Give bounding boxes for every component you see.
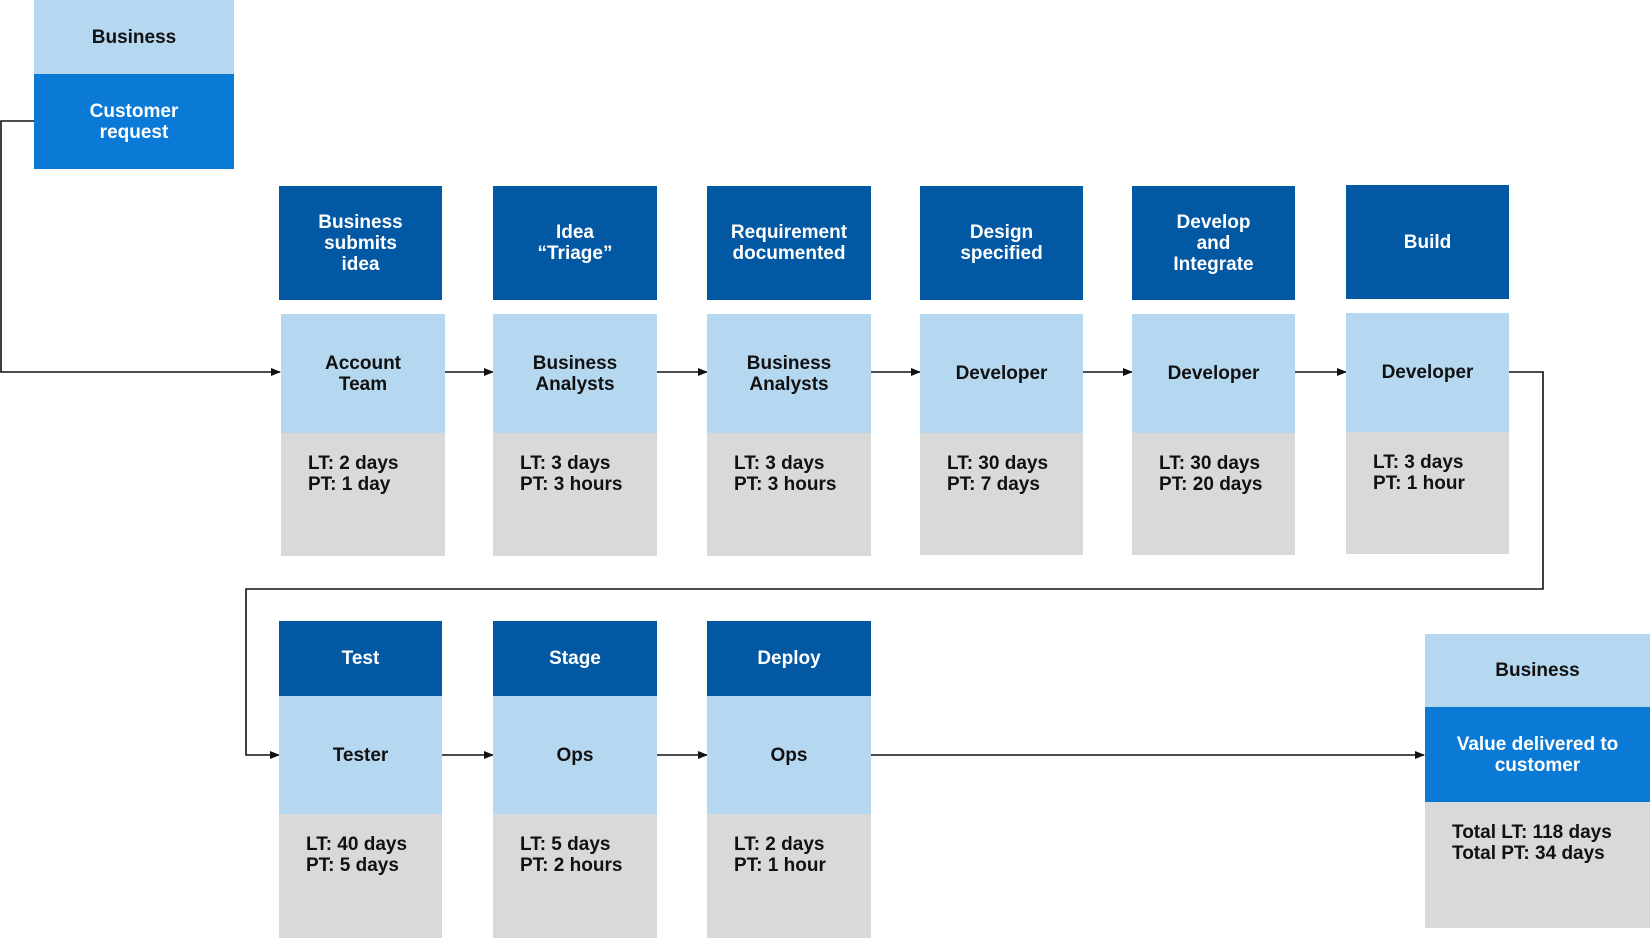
step-process-time: PT: 1 hour <box>1373 473 1465 494</box>
step-process-time: PT: 2 hours <box>520 855 623 876</box>
end-actor-label: Business <box>1495 660 1580 681</box>
step-4-title: Design specified <box>920 186 1083 300</box>
step-5-metrics: LT: 30 days PT: 20 days <box>1132 433 1295 555</box>
step-title-label: Test <box>341 648 380 669</box>
step-title-label: Design specified <box>960 222 1043 264</box>
step-6-metrics: LT: 3 days PT: 1 hour <box>1346 432 1509 554</box>
step-role-label: Business Analysts <box>746 352 832 395</box>
step-lead-time: LT: 3 days <box>520 453 611 474</box>
step-process-time: PT: 7 days <box>947 474 1040 495</box>
step-lead-time: LT: 2 days <box>734 834 825 855</box>
step-role-label: Ops <box>770 744 808 766</box>
start-actor-label: Business <box>91 26 177 48</box>
step-role-label: Developer <box>1167 363 1260 384</box>
step-process-time: PT: 3 hours <box>734 474 837 495</box>
step-lead-time: LT: 3 days <box>1373 452 1464 473</box>
step-title-label: Idea “Triage” <box>537 222 613 264</box>
step-7-metrics: LT: 40 days PT: 5 days <box>279 814 442 938</box>
step-2-role: Business Analysts <box>493 314 657 433</box>
step-6-role: Developer <box>1346 313 1509 432</box>
step-process-time: PT: 5 days <box>306 855 399 876</box>
step-2-metrics: LT: 3 days PT: 3 hours <box>493 433 657 556</box>
step-role-label: Tester <box>332 744 389 766</box>
step-2-title: Idea “Triage” <box>493 186 657 300</box>
step-5-role: Developer <box>1132 314 1295 433</box>
end-event: Value delivered to customer <box>1425 707 1650 802</box>
step-process-time: PT: 20 days <box>1159 474 1263 495</box>
step-9-title: Deploy <box>707 621 871 696</box>
step-1-role: Account Team <box>281 314 445 433</box>
total-lead-time: Total LT: 118 days <box>1452 822 1612 843</box>
step-role-label: Business Analysts <box>532 352 618 395</box>
step-title-label: Requirement documented <box>730 222 848 264</box>
total-process-time: Total PT: 34 days <box>1452 843 1605 864</box>
step-role-label: Account Team <box>325 352 401 395</box>
start-event-label: Customer request <box>89 100 179 143</box>
step-process-time: PT: 1 day <box>308 474 391 495</box>
step-title-label: Build <box>1403 231 1452 253</box>
step-7-title: Test <box>279 621 442 696</box>
connector-step-6-to-7 <box>245 371 1544 759</box>
step-title-label: Develop and Integrate <box>1173 211 1254 275</box>
step-process-time: PT: 1 hour <box>734 855 826 876</box>
step-6-title: Build <box>1346 185 1509 299</box>
step-8-metrics: LT: 5 days PT: 2 hours <box>493 814 657 938</box>
step-lead-time: LT: 5 days <box>520 834 611 855</box>
step-9-metrics: LT: 2 days PT: 1 hour <box>707 814 871 938</box>
connector-start-to-step-1 <box>0 120 281 376</box>
end-actor: Business <box>1425 634 1650 707</box>
step-8-title: Stage <box>493 621 657 696</box>
step-4-metrics: LT: 30 days PT: 7 days <box>920 433 1083 555</box>
step-title-label: Deploy <box>757 648 821 669</box>
end-totals: Total LT: 118 days Total PT: 34 days <box>1425 802 1650 928</box>
step-role-label: Developer <box>1381 362 1474 383</box>
step-3-metrics: LT: 3 days PT: 3 hours <box>707 433 871 556</box>
end-event-label: Value delivered to customer <box>1456 733 1619 776</box>
step-title-label: Stage <box>549 648 601 669</box>
step-lead-time: LT: 40 days <box>306 834 408 855</box>
start-actor: Business <box>34 0 234 74</box>
step-3-role: Business Analysts <box>707 314 871 433</box>
step-lead-time: LT: 30 days <box>1159 453 1261 474</box>
step-lead-time: LT: 3 days <box>734 453 825 474</box>
step-role-label: Developer <box>955 363 1048 384</box>
step-role-label: Ops <box>556 744 594 766</box>
step-4-role: Developer <box>920 314 1083 433</box>
step-7-role: Tester <box>279 696 442 814</box>
step-lead-time: LT: 30 days <box>947 453 1049 474</box>
step-1-metrics: LT: 2 days PT: 1 day <box>281 433 445 556</box>
start-event: Customer request <box>34 74 234 169</box>
step-9-role: Ops <box>707 696 871 814</box>
step-lead-time: LT: 2 days <box>308 453 399 474</box>
step-8-role: Ops <box>493 696 657 814</box>
step-1-title: Business submits idea <box>279 186 442 300</box>
step-process-time: PT: 3 hours <box>520 474 623 495</box>
step-3-title: Requirement documented <box>707 186 871 300</box>
step-5-title: Develop and Integrate <box>1132 186 1295 300</box>
step-title-label: Business submits idea <box>318 211 403 275</box>
